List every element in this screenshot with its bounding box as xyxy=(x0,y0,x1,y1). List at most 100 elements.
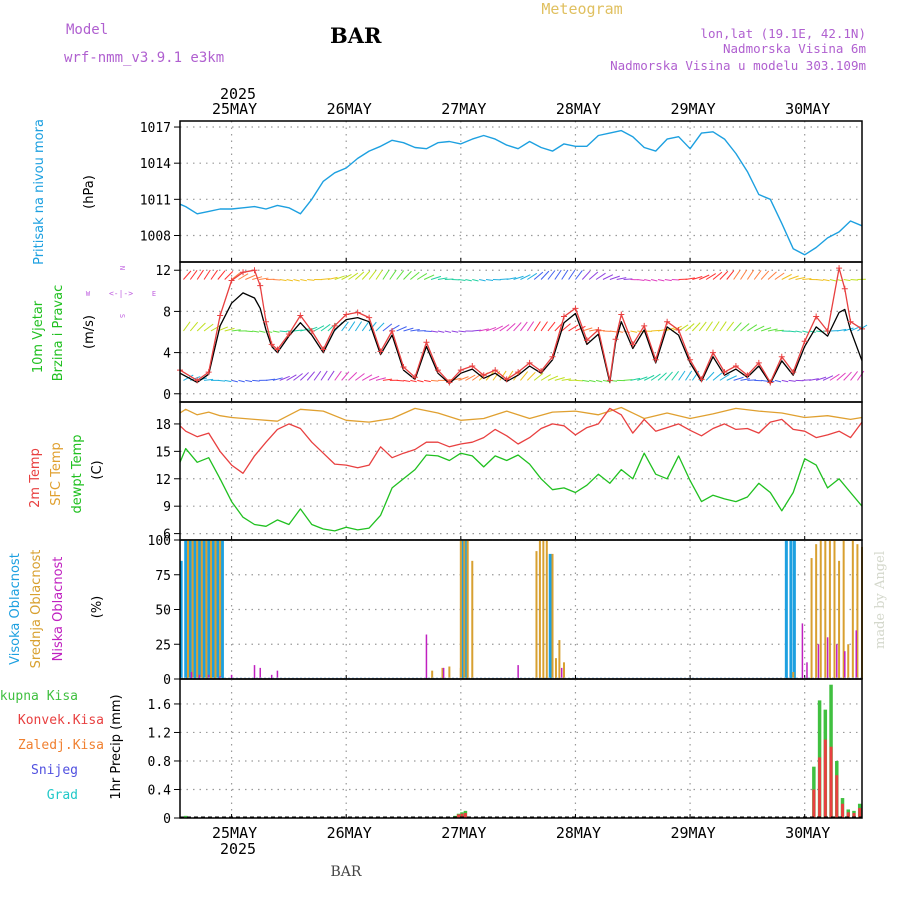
legend-snijeg: Snijeg xyxy=(31,763,78,778)
wind-barb xyxy=(258,330,266,333)
wind-barb xyxy=(417,379,424,383)
elevation-label: Nadmorska Visina 6m xyxy=(723,41,866,56)
dewpt-line xyxy=(179,447,863,532)
cloud-bar xyxy=(207,540,211,679)
wind-barb xyxy=(671,371,680,381)
wind-barb xyxy=(822,279,830,282)
wind-barb xyxy=(692,276,703,280)
wind-barb xyxy=(203,269,211,280)
panel-frame xyxy=(179,401,863,541)
wind-barb xyxy=(699,274,710,280)
watermark: made by Angel xyxy=(873,551,888,649)
wind-barb xyxy=(685,370,693,381)
cloud-bar xyxy=(819,540,822,679)
cloud-bar xyxy=(847,644,850,679)
panel-precip: 0 0.4 0.8 1.2 1.6 xyxy=(148,678,863,827)
wind-speed-marker xyxy=(641,322,648,329)
cloud-bar xyxy=(842,540,845,679)
wind-barb xyxy=(726,321,735,332)
wind-speed-marker xyxy=(515,369,522,376)
cloud-bar xyxy=(815,544,818,679)
wind-barb xyxy=(602,274,614,280)
cloud-bar xyxy=(838,560,841,679)
cloud-bar xyxy=(202,540,206,679)
wind-barb xyxy=(355,373,365,381)
wind-barb xyxy=(733,269,741,280)
wind-barb xyxy=(196,269,204,280)
precip-bar xyxy=(823,739,827,818)
wind-barb xyxy=(341,274,352,280)
cloud-bar xyxy=(548,553,552,679)
wind-barb xyxy=(403,327,414,332)
wind-barb xyxy=(657,372,667,381)
wind-barb xyxy=(410,329,420,332)
precip-bar xyxy=(841,803,845,818)
wind-barb xyxy=(850,279,859,281)
wind-barb xyxy=(850,371,858,381)
wind-speed-marker xyxy=(790,369,797,376)
wind-title-1: 10m Vjetar xyxy=(31,300,46,373)
compass-arrows: <-|-> xyxy=(109,289,133,298)
wind-barb xyxy=(588,271,599,280)
wind-barb xyxy=(293,279,300,282)
wind-barb xyxy=(733,376,744,381)
cloud-bar xyxy=(551,553,554,679)
cloud-bar xyxy=(542,540,545,679)
wind-barb xyxy=(430,379,439,382)
wind-speed-marker xyxy=(836,265,843,272)
y-tick-label: 1008 xyxy=(140,229,171,244)
wind-barb xyxy=(650,373,661,381)
wind-barb xyxy=(581,270,591,280)
wind-barb xyxy=(857,370,865,381)
cloud-bar xyxy=(810,558,813,679)
wind-barb xyxy=(630,330,638,333)
day-label-bottom: 28MAY xyxy=(556,824,601,842)
wind-barb xyxy=(761,379,769,382)
wind-barb xyxy=(547,270,556,280)
cloud-bar xyxy=(184,540,188,679)
wind-barb xyxy=(836,328,847,332)
cloud-bar xyxy=(230,674,233,679)
wind-barb xyxy=(355,271,365,280)
wind-speed-marker xyxy=(801,338,808,345)
wind-barb xyxy=(272,330,280,333)
wind-barb xyxy=(643,374,655,381)
cloud-bar xyxy=(209,540,212,679)
wind-barb xyxy=(705,371,715,381)
precip-bar xyxy=(457,814,461,818)
panel-frame xyxy=(179,678,863,819)
wind-speed-marker xyxy=(503,376,510,383)
cloud-title-2: Srednja Oblacnost xyxy=(29,550,44,669)
wind-speed-marker xyxy=(446,379,453,386)
cloud-bar xyxy=(448,666,451,679)
precip-unit: 1hr Precip (mm) xyxy=(109,694,124,799)
wind-speed-marker xyxy=(732,362,739,369)
y-tick-label: 1.2 xyxy=(148,726,171,741)
y-tick-label: 0.8 xyxy=(148,755,171,770)
cloud-bar xyxy=(466,540,469,679)
day-label-bottom: 30MAY xyxy=(785,824,830,842)
wind-barb xyxy=(458,330,466,333)
wind-barb xyxy=(375,269,383,280)
wind-barb xyxy=(348,372,358,381)
wind-barb xyxy=(368,270,377,280)
day-label-top: 26MAY xyxy=(327,100,372,118)
model-elevation-label: Nadmorska Visina u modelu 303.109m xyxy=(610,58,866,73)
cloud-bar xyxy=(562,662,565,679)
wind-speed-marker xyxy=(526,359,533,366)
wind-barb xyxy=(410,379,417,383)
wind-speed-marker xyxy=(813,313,820,320)
precip-bar xyxy=(183,815,188,818)
wind-barb xyxy=(623,330,630,333)
wind-speed-marker xyxy=(664,318,671,325)
wind-barb xyxy=(809,330,816,333)
cloud-unit: (%) xyxy=(90,596,105,619)
wind-speed-marker xyxy=(629,341,636,348)
wind-barb xyxy=(809,378,819,381)
year-bottom: 2025 xyxy=(220,840,256,858)
wind-barb xyxy=(637,376,648,381)
compass-e: E xyxy=(152,290,156,298)
cloud-bar xyxy=(253,665,256,679)
wind-barb xyxy=(760,327,772,332)
wind-barb xyxy=(657,279,665,282)
